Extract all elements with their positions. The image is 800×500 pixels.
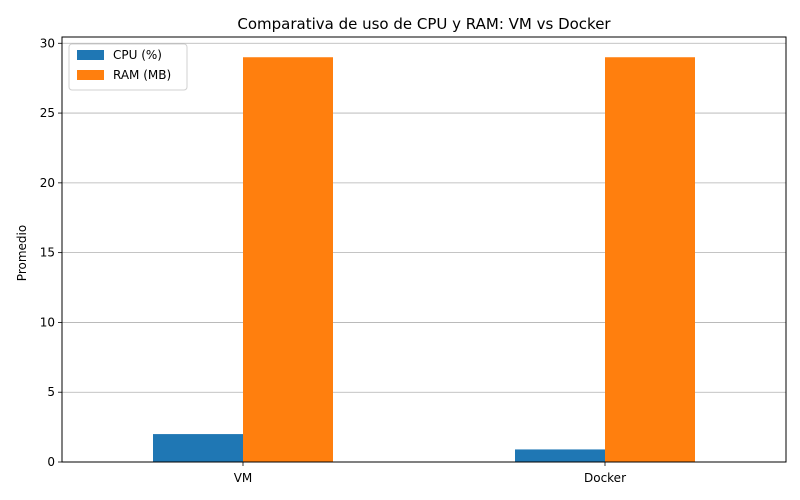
legend-swatch-0 xyxy=(77,50,104,60)
y-tick-label-5: 25 xyxy=(40,106,55,120)
legend: CPU (%) RAM (MB) xyxy=(68,43,188,91)
legend-label-0: CPU (%) xyxy=(113,48,162,62)
bar-vm-cpu xyxy=(153,434,243,462)
y-ticks: 0 5 10 15 20 25 30 xyxy=(40,36,62,469)
legend-label-1: RAM (MB) xyxy=(113,68,171,82)
chart-title: Comparativa de uso de CPU y RAM: VM vs D… xyxy=(237,15,611,33)
bar-vm-ram xyxy=(243,57,333,462)
y-tick-label-3: 15 xyxy=(40,246,55,260)
x-tick-label-1: Docker xyxy=(584,471,626,485)
bars xyxy=(153,57,695,462)
legend-swatch-1 xyxy=(77,70,104,80)
y-tick-label-2: 10 xyxy=(40,315,55,329)
y-tick-label-1: 5 xyxy=(47,385,55,399)
gridlines xyxy=(62,42,786,463)
x-tick-label-0: VM xyxy=(234,471,253,485)
bar-docker-cpu xyxy=(515,449,605,462)
y-axis-label: Promedio xyxy=(15,225,29,281)
y-tick-label-4: 20 xyxy=(40,176,55,190)
plot-frame xyxy=(61,36,787,463)
y-tick-label-0: 0 xyxy=(47,455,55,469)
bar-docker-ram xyxy=(605,57,695,462)
x-ticks: VM Docker xyxy=(234,462,626,485)
axes xyxy=(61,36,787,463)
y-tick-label-6: 30 xyxy=(40,36,55,50)
